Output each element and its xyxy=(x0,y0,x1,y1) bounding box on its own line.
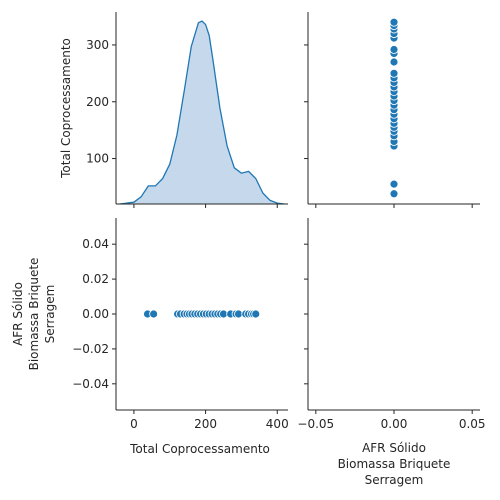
y-axis-label-line: Serragem xyxy=(43,285,57,344)
panel-diag-total-coprocessamento: 100 200 300 xyxy=(86,12,288,208)
x-tick-label-afr: 0.00 xyxy=(381,417,408,431)
y-axis-label-afr: AFR Sólido Biomassa Briquete Serragem xyxy=(11,258,57,371)
x-tick-label-total: 400 xyxy=(266,417,289,431)
scatter-point xyxy=(251,309,261,319)
kde-line xyxy=(119,20,285,205)
panel-scatter-afr-vs-total xyxy=(304,12,480,208)
y-axis-label-line: AFR Sólido xyxy=(11,282,25,346)
x-tick-label-afr: −0.05 xyxy=(297,417,334,431)
scatter-point xyxy=(389,68,399,78)
y-tick-label-afr: 0.04 xyxy=(82,237,109,251)
x-axis-label-line: Biomassa Briquete xyxy=(338,457,451,471)
kde-fill-area xyxy=(119,21,285,204)
scatter-point xyxy=(149,309,159,319)
y-tick-label-afr: −0.04 xyxy=(72,377,109,391)
scatter-point xyxy=(389,179,399,189)
x-axis-label-line: AFR Sólido xyxy=(362,441,426,455)
y-tick-label-total: 200 xyxy=(86,95,109,109)
x-tick-label-total: 0 xyxy=(130,417,138,431)
y-tick-label-afr: 0.00 xyxy=(82,307,109,321)
panel-diag-afr: −0.05 0.00 0.05 xyxy=(297,218,486,431)
scatter-point xyxy=(389,189,399,199)
y-tick-label-total: 300 xyxy=(86,38,109,52)
y-axis-label-total: Total Coprocessamento xyxy=(59,38,73,179)
y-axis-label-line: Biomassa Briquete xyxy=(27,258,41,371)
x-axis-label-total: Total Coprocessamento xyxy=(129,442,270,456)
panel-scatter-total-vs-afr: 0.04 0.02 0.00 −0.02 −0.04 0 200 400 xyxy=(72,218,289,431)
x-axis-label-afr: AFR Sólido Biomassa Briquete Serragem xyxy=(338,441,451,487)
y-tick-label-total: 100 xyxy=(86,152,109,166)
scatter-point xyxy=(389,17,399,27)
x-tick-label-afr: 0.05 xyxy=(459,417,486,431)
x-tick-label-total: 200 xyxy=(194,417,217,431)
y-tick-label-afr: −0.02 xyxy=(72,342,109,356)
scatter-point xyxy=(389,57,399,67)
x-axis-label-line: Serragem xyxy=(365,473,424,487)
scatter-point xyxy=(389,45,399,54)
y-tick-label-afr: 0.02 xyxy=(82,272,109,286)
